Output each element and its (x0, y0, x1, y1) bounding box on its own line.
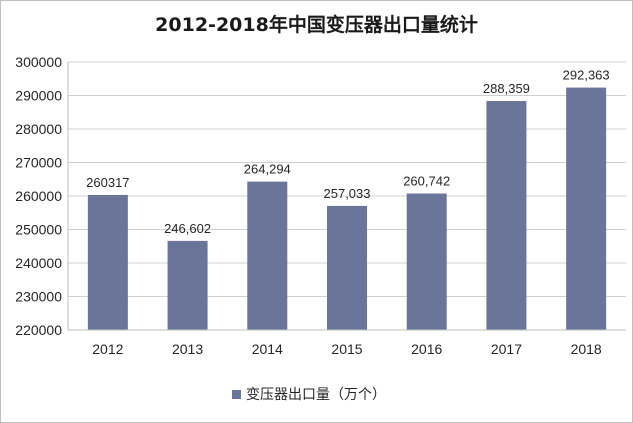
bar (87, 194, 128, 330)
y-tick-label: 240000 (15, 255, 62, 271)
legend-swatch (232, 389, 241, 399)
x-tick-label: 2012 (92, 341, 123, 357)
y-tick-label: 220000 (15, 322, 62, 338)
y-tick-label: 280000 (15, 121, 62, 137)
data-label: 260317 (86, 175, 129, 190)
bar (167, 240, 208, 330)
bar (406, 193, 447, 330)
y-tick-label: 290000 (15, 88, 62, 104)
chart-title: 2012-2018年中国变压器出口量统计 (155, 14, 478, 36)
data-label: 260,742 (403, 174, 450, 189)
x-tick-label: 2017 (491, 341, 522, 357)
bar (327, 205, 367, 330)
x-tick-label: 2015 (331, 341, 362, 357)
bar (486, 100, 527, 331)
x-tick-label: 2014 (252, 341, 283, 357)
y-tick-label: 230000 (15, 289, 62, 305)
data-label: 264,294 (244, 162, 291, 177)
data-label: 246,602 (164, 221, 211, 236)
legend-label: 变压器出口量（万个） (246, 387, 386, 403)
y-tick-label: 300000 (15, 54, 62, 70)
x-tick-label: 2018 (571, 341, 602, 357)
x-tick-label: 2016 (411, 341, 442, 357)
y-tick-label: 260000 (15, 188, 62, 204)
y-tick-label: 270000 (15, 155, 62, 171)
data-label: 292,363 (563, 68, 610, 83)
chart-legend: 变压器出口量（万个） (232, 384, 386, 404)
data-label: 288,359 (483, 81, 530, 96)
y-tick-label: 250000 (15, 222, 62, 238)
x-tick-label: 2013 (172, 341, 203, 357)
bar (566, 87, 607, 330)
data-label: 257,033 (324, 186, 371, 201)
bar (247, 181, 288, 330)
